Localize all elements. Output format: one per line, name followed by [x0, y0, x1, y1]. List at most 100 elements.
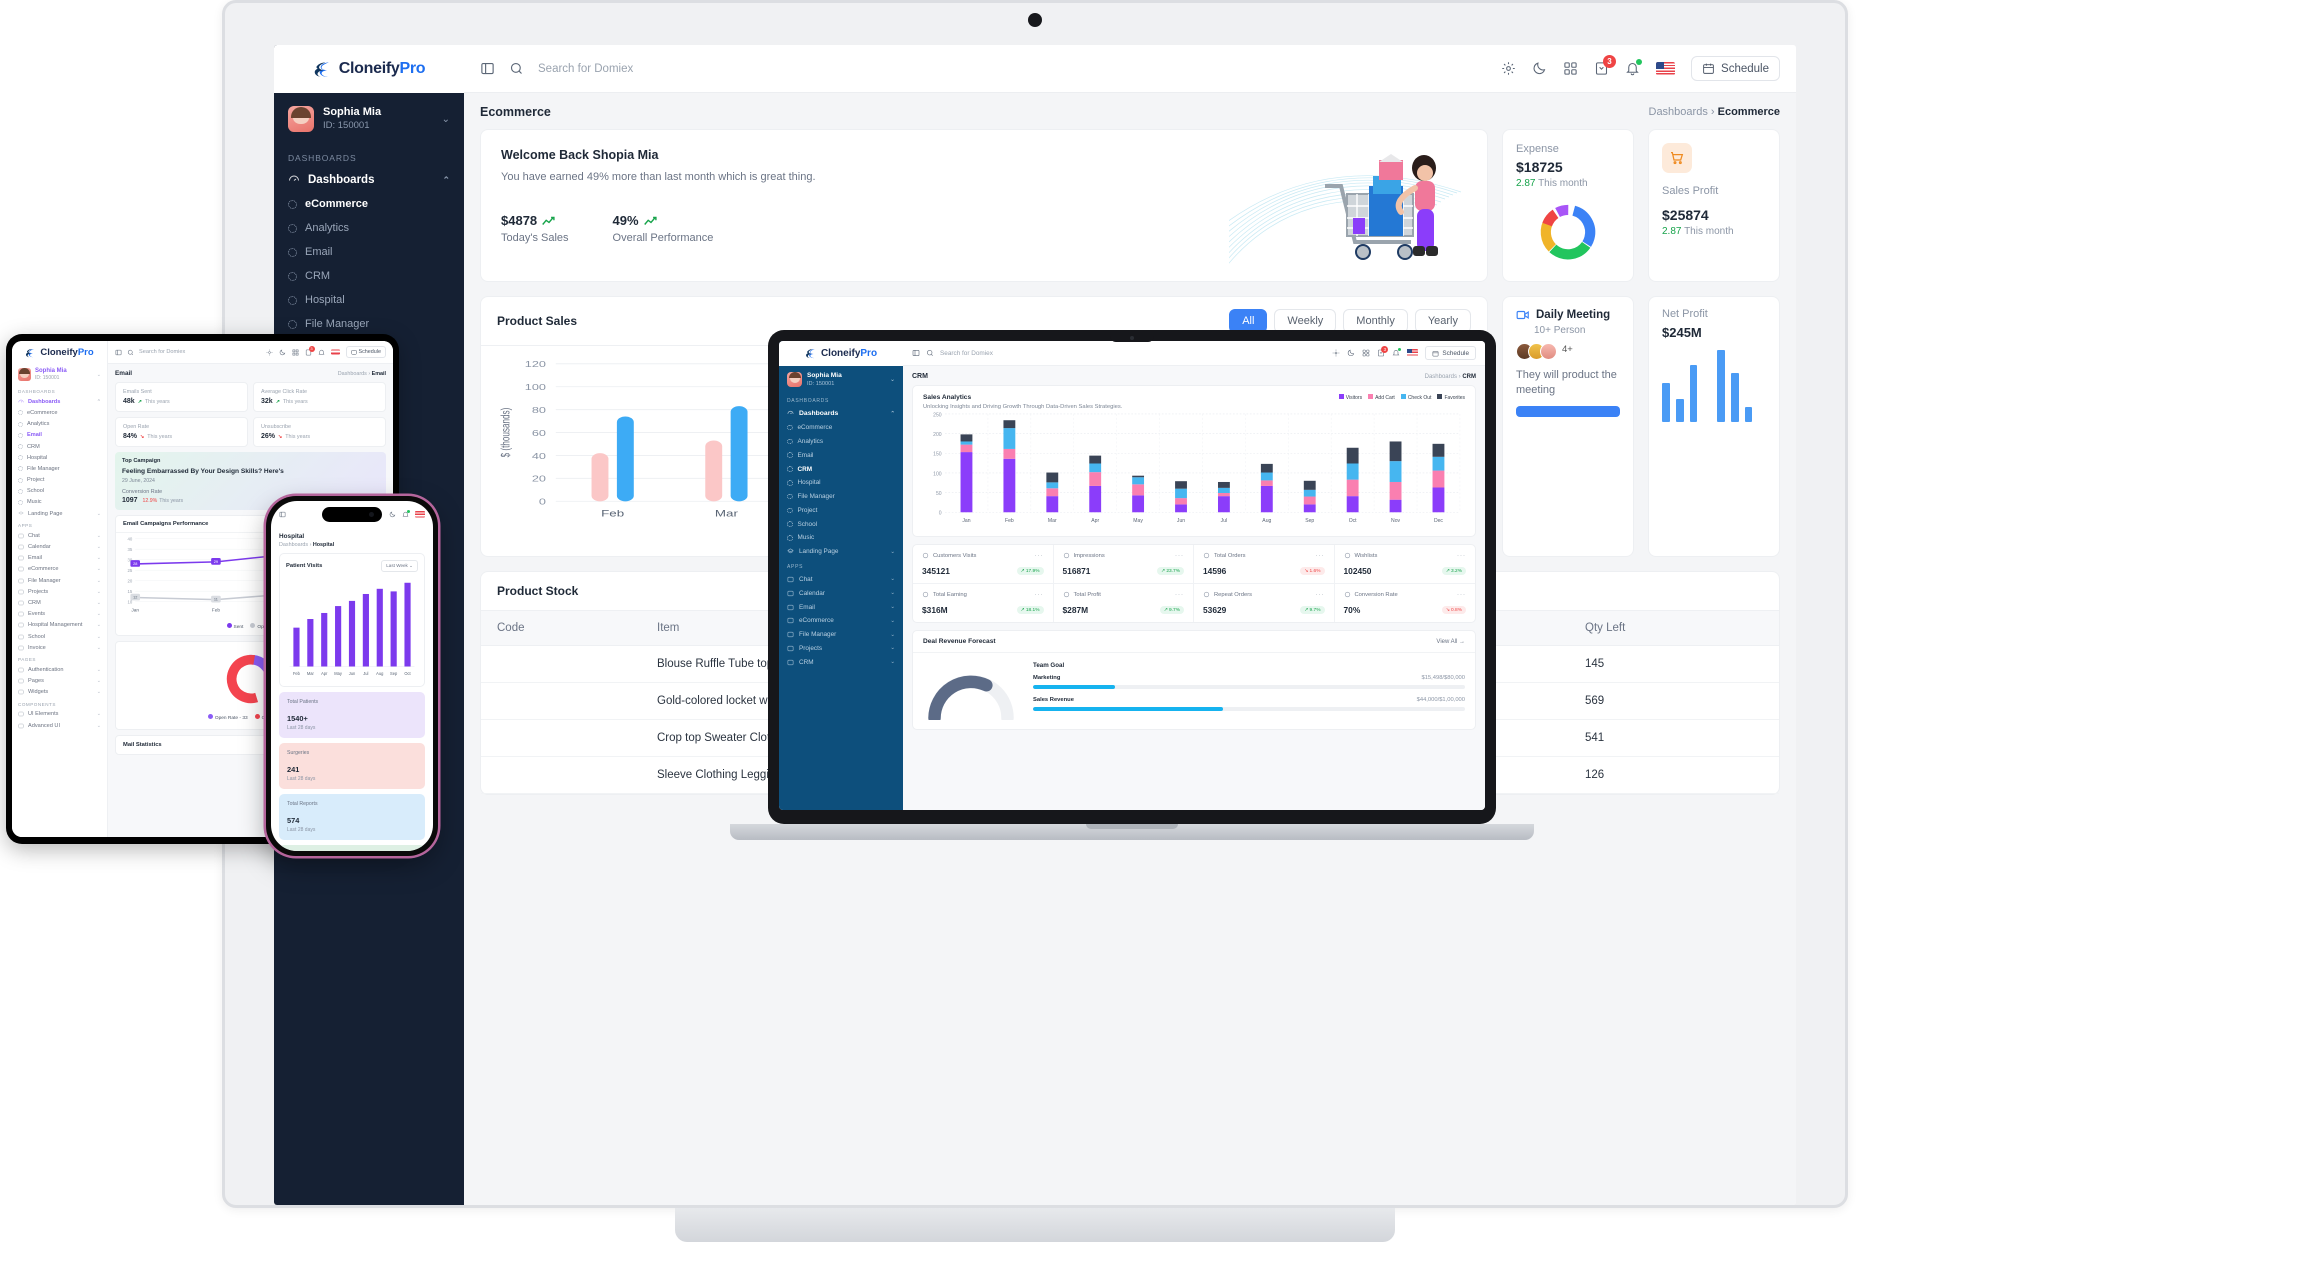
grid-apps-icon[interactable] [1362, 349, 1370, 357]
join-meeting-button[interactable] [1516, 405, 1620, 417]
panel-toggle-icon[interactable] [279, 511, 286, 518]
kpi-more-icon[interactable]: ··· [1034, 552, 1044, 559]
sidebar-logo[interactable]: CloneifyPro [274, 45, 464, 93]
moon-icon[interactable] [279, 349, 286, 356]
sidebar-item-file-manager[interactable]: File Manager [274, 312, 464, 336]
tablet-sidebar-item-hospital[interactable]: Hospital [12, 452, 107, 463]
tablet-sidebar-item-invoice[interactable]: Invoice ⌄ [12, 642, 107, 653]
moon-icon[interactable] [1347, 349, 1355, 357]
panel-toggle-icon[interactable] [480, 61, 495, 76]
laptop-sidebar-app-file-manager[interactable]: File Manager ⌄ [779, 628, 903, 642]
tablet-sidebar-item-calendar[interactable]: Calendar ⌄ [12, 541, 107, 552]
kpi-more-icon[interactable]: ··· [1315, 552, 1325, 559]
laptop-sidebar-item-landing-page[interactable]: Landing Page ⌄ [779, 545, 903, 559]
tablet-sidebar-logo[interactable]: CloneifyPro [12, 341, 107, 364]
kpi-more-icon[interactable]: ··· [1457, 591, 1466, 598]
sidebar-user[interactable]: Sophia Mia ID: 150001 ⌄ [274, 93, 464, 144]
sidebar-item-email[interactable]: Email [274, 240, 464, 264]
schedule-button[interactable]: Schedule [345, 346, 386, 358]
flag-icon[interactable] [415, 511, 425, 518]
search-icon[interactable] [127, 349, 134, 356]
search-input[interactable]: Search for Domiex [139, 349, 186, 355]
flag-icon[interactable] [1407, 349, 1419, 357]
laptop-sidebar-item-email[interactable]: Email [779, 448, 903, 462]
grid-apps-icon[interactable] [292, 349, 299, 356]
tablet-sidebar-item-pages[interactable]: Pages ⌄ [12, 676, 107, 687]
laptop-sidebar-logo[interactable]: CloneifyPro [779, 341, 903, 366]
panel-toggle-icon[interactable] [115, 349, 122, 356]
range-select[interactable]: Last Week ⌄ [381, 560, 418, 572]
tablet-sidebar-group-dashboards[interactable]: Dashboards ⌃ [12, 396, 107, 407]
laptop-sidebar-group-dashboards[interactable]: Dashboards ⌃ [779, 407, 903, 421]
tablet-sidebar-item-authentication[interactable]: Authentication ⌄ [12, 664, 107, 675]
tablet-sidebar-item-crm[interactable]: CRM ⌄ [12, 597, 107, 608]
laptop-sidebar-user[interactable]: Sophia Mia ID: 150001 ⌄ [779, 366, 903, 393]
inbox-icon[interactable]: 3 [1377, 346, 1389, 357]
inbox-icon[interactable]: 3 [305, 345, 315, 356]
search-input[interactable]: Search for Domiex [538, 62, 634, 75]
tablet-sidebar-item-school[interactable]: School [12, 486, 107, 497]
tablet-sidebar-item-widgets[interactable]: Widgets ⌄ [12, 687, 107, 698]
gear-icon[interactable] [266, 349, 273, 356]
tablet-sidebar-item-analytics[interactable]: Analytics [12, 419, 107, 430]
laptop-sidebar-item-project[interactable]: Project [779, 503, 903, 517]
tablet-sidebar-item-landing-page[interactable]: Landing Page ⌄ [12, 508, 107, 519]
sidebar-item-hospital[interactable]: Hospital [274, 288, 464, 312]
search-icon[interactable] [509, 61, 524, 76]
grid-apps-icon[interactable] [1563, 61, 1578, 76]
gear-icon[interactable] [1332, 349, 1340, 357]
bell-icon[interactable] [402, 510, 410, 518]
tablet-sidebar-item-ecommerce[interactable]: eCommerce ⌄ [12, 564, 107, 575]
moon-icon[interactable] [389, 511, 396, 518]
kpi-more-icon[interactable]: ··· [1457, 552, 1466, 559]
laptop-sidebar-item-ecommerce[interactable]: eCommerce [779, 421, 903, 435]
laptop-sidebar-item-school[interactable]: School [779, 517, 903, 531]
laptop-sidebar-item-hospital[interactable]: Hospital [779, 476, 903, 490]
moon-icon[interactable] [1532, 61, 1547, 76]
tablet-sidebar-item-music[interactable]: Music [12, 497, 107, 508]
view-all-link[interactable]: View All → [1436, 638, 1465, 645]
sidebar-item-ecommerce[interactable]: eCommerce [274, 192, 464, 216]
tablet-sidebar-item-crm[interactable]: CRM [12, 441, 107, 452]
flag-icon[interactable] [330, 349, 340, 355]
laptop-sidebar-app-projects[interactable]: Projects ⌄ [779, 642, 903, 656]
laptop-sidebar-app-chat[interactable]: Chat ⌄ [779, 573, 903, 587]
tablet-sidebar-item-school[interactable]: School ⌄ [12, 631, 107, 642]
tablet-sidebar-item-email[interactable]: Email [12, 430, 107, 441]
laptop-sidebar-item-analytics[interactable]: Analytics [779, 435, 903, 449]
tablet-sidebar-item-file-manager[interactable]: File Manager [12, 463, 107, 474]
flag-icon[interactable] [1656, 62, 1676, 75]
kpi-more-icon[interactable]: ··· [1175, 591, 1184, 598]
tablet-sidebar-item-projects[interactable]: Projects ⌄ [12, 586, 107, 597]
bell-icon[interactable] [1392, 348, 1402, 357]
schedule-button[interactable]: Schedule [1425, 346, 1476, 360]
tablet-sidebar-item-advanced-ui[interactable]: Advanced UI ⌄ [12, 720, 107, 731]
kpi-more-icon[interactable]: ··· [1034, 591, 1044, 598]
kpi-more-icon[interactable]: ··· [1175, 552, 1184, 559]
gear-icon[interactable] [1501, 61, 1516, 76]
search-input[interactable]: Search for Domiex [940, 349, 993, 357]
laptop-sidebar-app-ecommerce[interactable]: eCommerce ⌄ [779, 614, 903, 628]
tablet-sidebar-item-chat[interactable]: Chat ⌄ [12, 530, 107, 541]
tablet-sidebar-item-events[interactable]: Events ⌄ [12, 609, 107, 620]
tablet-sidebar-item-ecommerce[interactable]: eCommerce [12, 407, 107, 418]
schedule-button[interactable]: Schedule [1691, 56, 1780, 81]
search-icon[interactable] [926, 349, 934, 357]
laptop-sidebar-item-music[interactable]: Music [779, 531, 903, 545]
tablet-sidebar-user[interactable]: Sophia Mia ID: 150001 ⌄ [12, 364, 107, 385]
kpi-more-icon[interactable]: ··· [1315, 591, 1325, 598]
laptop-sidebar-item-file-manager[interactable]: File Manager [779, 490, 903, 504]
bell-icon[interactable] [318, 349, 325, 356]
inbox-icon[interactable]: 3 [1594, 55, 1617, 76]
tablet-sidebar-item-hospital-management[interactable]: Hospital Management ⌄ [12, 620, 107, 631]
tablet-sidebar-item-file-manager[interactable]: File Manager ⌄ [12, 575, 107, 586]
bell-icon[interactable] [1625, 59, 1643, 76]
laptop-sidebar-app-calendar[interactable]: Calendar ⌄ [779, 586, 903, 600]
laptop-sidebar-app-email[interactable]: Email ⌄ [779, 600, 903, 614]
sidebar-item-analytics[interactable]: Analytics [274, 216, 464, 240]
sidebar-group-dashboards[interactable]: Dashboards ⌃ [274, 168, 464, 192]
laptop-sidebar-app-crm[interactable]: CRM ⌄ [779, 655, 903, 669]
tablet-sidebar-item-email[interactable]: Email ⌄ [12, 553, 107, 564]
sidebar-item-crm[interactable]: CRM [274, 264, 464, 288]
tablet-sidebar-item-project[interactable]: Project [12, 475, 107, 486]
